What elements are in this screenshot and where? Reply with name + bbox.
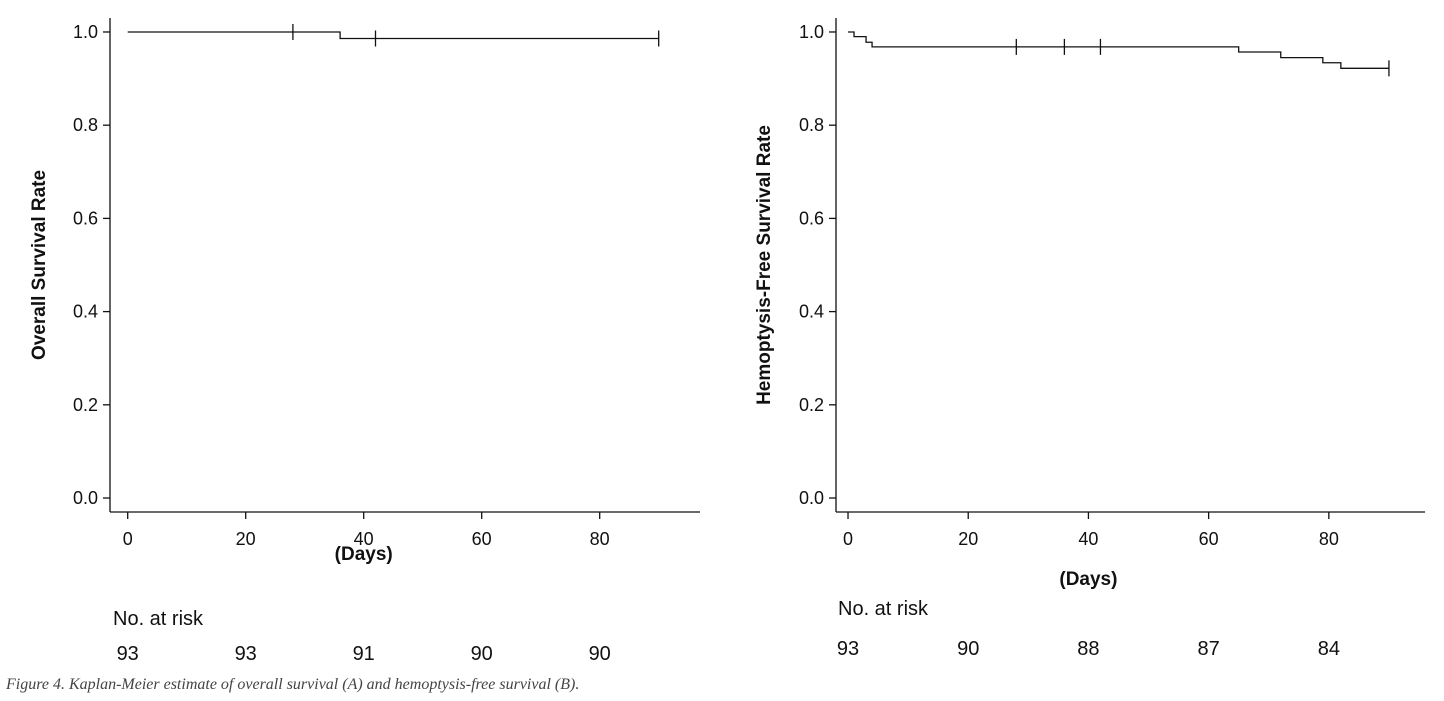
x-tick-label: 80 (1319, 529, 1339, 549)
survival-curve-1 (127, 31, 659, 40)
risk-table-label: No. at risk (113, 608, 204, 630)
risk-count: 93 (837, 638, 859, 660)
x-tick-label: 60 (1199, 529, 1219, 549)
x-tick-label: 80 (590, 529, 610, 549)
survival-curve-2 (848, 31, 1389, 69)
risk-count: 88 (1077, 638, 1099, 660)
chart-panel-2: 0.0 0.2 0.4 0.6 0.8 1.0 0 20 40 60 80 Hemoptysis-Fr… (754, 18, 1425, 660)
x-axis-label: (Days) (1059, 569, 1117, 590)
y-tick-label: 0.6 (73, 208, 98, 228)
y-tick-label: 0.4 (73, 302, 98, 322)
y-tick-label: 0.8 (73, 115, 98, 135)
x-tick-label: 40 (1078, 529, 1098, 549)
risk-count: 91 (353, 643, 375, 665)
y-tick-label: 0.0 (799, 488, 824, 508)
risk-count: 90 (471, 643, 493, 665)
risk-count: 93 (117, 643, 139, 665)
figure-caption: Figure 4. Kaplan-Meier estimate of overa… (6, 676, 580, 693)
y-tick-label: 0.6 (799, 208, 824, 228)
x-tick-label: 20 (236, 529, 256, 549)
risk-count: 87 (1198, 638, 1220, 660)
x-tick-label: 60 (472, 529, 492, 549)
y-axis-label: Overall Survival Rate (29, 170, 50, 360)
y-tick-label: 0.8 (799, 115, 824, 135)
y-tick-label: 0.2 (73, 395, 98, 415)
y-tick-label: 1.0 (73, 22, 98, 42)
y-axis-label: Hemoptysis-Free Survival Rate (754, 125, 775, 405)
x-axis-label: (Days) (335, 544, 393, 565)
x-tick-label: 0 (123, 529, 133, 549)
risk-count: 84 (1318, 638, 1340, 660)
x-tick-label: 40 (354, 529, 374, 549)
risk-table-label: No. at risk (838, 598, 929, 620)
risk-count: 93 (235, 643, 257, 665)
risk-count: 90 (589, 643, 611, 665)
x-tick-label: 0 (843, 529, 853, 549)
risk-count: 90 (957, 638, 979, 660)
y-tick-label: 1.0 (799, 22, 824, 42)
y-tick-label: 0.0 (73, 488, 98, 508)
y-tick-label: 0.2 (799, 395, 824, 415)
x-tick-label: 20 (958, 529, 978, 549)
y-tick-label: 0.4 (799, 302, 824, 322)
chart-panel-1: 0.0 0.2 0.4 0.6 0.8 1.0 0 20 40 60 80 Overall Survi… (29, 18, 700, 665)
